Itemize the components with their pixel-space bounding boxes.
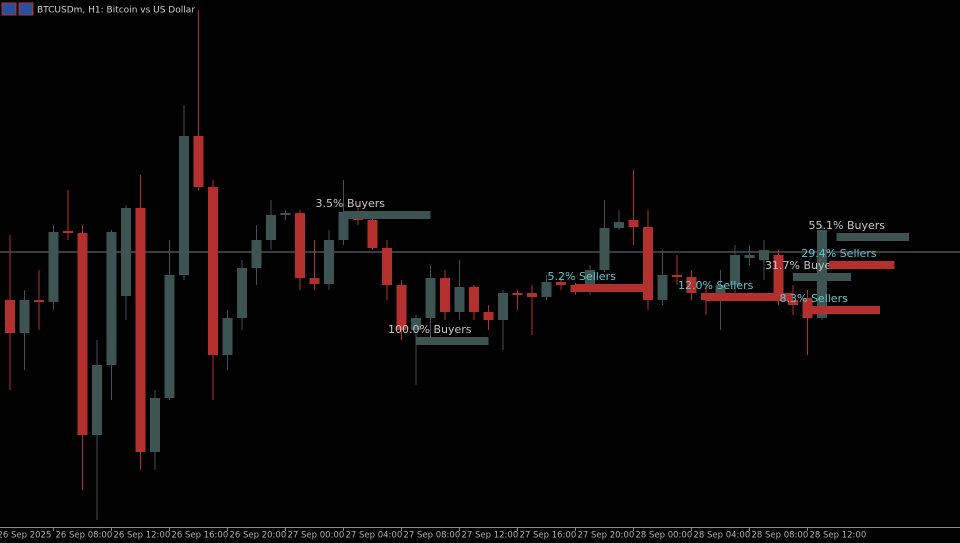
candle-body [19,300,30,333]
candle-body [773,255,784,300]
zone-bar [706,293,793,301]
candle-body [34,300,44,302]
candle-body [77,233,88,435]
candle-body [672,275,682,277]
candle-body [628,220,639,227]
candle-body [396,285,407,330]
candle-body [179,136,189,275]
candle-body [686,277,697,293]
candle-body [788,300,798,305]
zone-bar [343,211,431,219]
candle-body [556,282,566,285]
candle-body [5,300,15,333]
candle-body [614,222,624,228]
candle-body [324,240,334,284]
candle-body [208,187,218,355]
candle-body [425,278,436,318]
zone-label: 55.1% Buyers [809,219,886,232]
candle-body [527,293,537,297]
x-tick-label: 27 Sep 20:00 [578,531,635,541]
chart-title: BTCUSDm, H1: Bitcoin vs US Dollar [37,6,195,16]
zone-label: 12.0% Sellers [678,279,754,292]
candle-body [498,293,508,320]
candle-body [367,220,378,248]
icon[interactable] [1,2,17,16]
x-tick-label: 28 Sep 08:00 [752,531,809,541]
x-tick-label: 28 Sep 04:00 [694,531,751,541]
candle-body [715,285,726,300]
candle-body [585,270,595,292]
x-tick-label: 27 Sep 08:00 [404,531,461,541]
candle-body [744,255,755,258]
zone-bar [416,337,489,345]
candle-body [106,232,117,365]
candle-body [759,250,769,260]
zone-label: 3.5% Buyers [316,197,386,210]
candle-body [222,318,233,355]
x-tick-label: 26 Sep 2025 [0,531,51,541]
candle-body [48,232,59,302]
candle-body [599,228,610,270]
zone-label: 31.7% Buyers [765,259,842,272]
candle-body [193,136,204,187]
candle-body [266,215,276,240]
zone-label: 29.4% Sellers [801,247,877,260]
zone-bar [829,261,895,269]
zone-label: 8.3% Sellers [780,292,849,305]
candle-body [121,208,131,296]
candle-body [454,287,465,312]
candle-body [512,293,523,295]
candle-body [150,398,160,452]
candle-body [469,287,479,312]
x-tick-label: 27 Sep 16:00 [520,531,577,541]
x-tick-label: 28 Sep 12:00 [810,531,867,541]
candle-body [411,318,421,330]
candle-body [643,227,653,300]
candle-body [338,212,349,240]
candle-body [63,231,73,233]
candle-body [164,275,175,398]
candle-body [237,268,247,318]
zone-label: 5.2% Sellers [548,270,617,283]
zone-bar [836,233,909,241]
symbol-icons [1,2,34,16]
zone-bar [793,273,851,281]
candle-body [730,255,740,285]
x-tick-label: 28 Sep 00:00 [636,531,693,541]
x-tick-label: 27 Sep 00:00 [288,531,345,541]
candle-body [295,213,305,278]
x-tick-label: 26 Sep 16:00 [172,531,229,541]
candle-body [440,278,450,312]
x-tick-label: 26 Sep 08:00 [56,531,113,541]
candle-body [657,275,668,300]
x-tick-label: 27 Sep 12:00 [462,531,519,541]
candle-body [541,282,552,297]
icon[interactable] [18,2,34,16]
zone-label: 100.0% Buyers [388,323,472,336]
candle-body [309,278,320,284]
zone-bar [575,284,648,292]
candle-body [135,208,146,452]
x-tick-label: 26 Sep 20:00 [230,531,287,541]
candle-body [92,365,102,435]
candle-body [382,248,392,285]
zone-bar [807,306,880,314]
candle-body [251,240,262,268]
x-tick-label: 26 Sep 12:00 [114,531,171,541]
candle-body [280,213,291,215]
candle-body [483,312,494,320]
x-tick-label: 27 Sep 04:00 [346,531,403,541]
